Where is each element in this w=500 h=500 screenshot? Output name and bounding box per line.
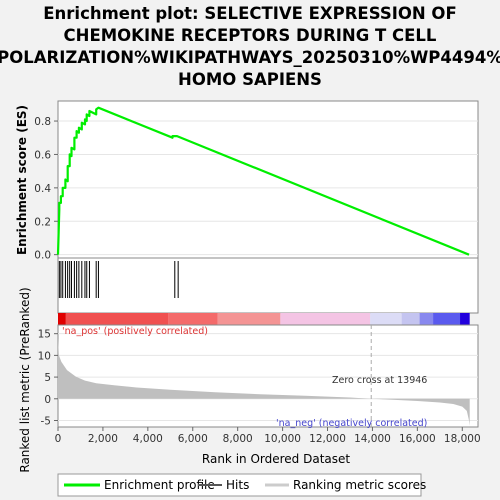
chart-title-line-2: CHEMOKINE RECEPTORS DURING T CELL [64,26,437,45]
x-axis-ticks: 0 2,000 4,000 6,000 8,000 10,000 12,000 14,000 1… [55,427,481,445]
metric-tick-label: -5 [41,415,51,427]
metric-tick-label: 5 [44,372,51,384]
x-tick-label: 16,000 [399,433,436,445]
metric-y-axis-label: Ranked list metric (PreRanked) [18,287,32,472]
es-tick-label: 0.2 [34,216,51,228]
x-tick-label: 18,000 [444,433,481,445]
x-axis-label: Rank in Ordered Dataset [202,452,350,466]
metric-y-ticks: -5 0 5 10 15 [38,329,58,427]
x-tick-label: 8,000 [223,433,253,445]
color-bar-segment [460,313,470,325]
es-tick-label: 0.6 [34,149,51,161]
color-bar-segment [168,313,218,325]
negative-correlation-label: 'na_neg' (negatively correlated) [276,418,427,429]
color-bar-segment [401,313,420,325]
metric-tick-label: 15 [38,329,51,341]
x-tick-label: 10,000 [264,433,301,445]
hits-panel-frame [57,257,479,314]
x-tick-label: 4,000 [133,433,163,445]
es-tick-label: 0.4 [34,183,51,195]
metric-panel-frame [57,324,479,428]
color-bar-segment [280,313,371,325]
hits-layer [58,261,179,298]
x-tick-label: 6,000 [178,433,208,445]
es-panel-frame [57,100,479,259]
legend-label: Enrichment profile [104,478,215,492]
color-bar-segment [58,313,66,325]
legend-label: Ranking metric scores [293,478,426,492]
rank-color-bar [58,313,470,325]
color-bar-segment [419,313,434,325]
chart-title-line-3: POLARIZATION%WIKIPATHWAYS_20250310%WP449… [0,48,500,67]
chart-title-line-4: HOMO SAPIENS [178,70,322,89]
enrichment-profile-line [56,106,470,256]
legend-label: Hits [226,478,249,492]
color-bar-segment [217,313,281,325]
es-y-axis-label: Enrichment score (ES) [15,105,29,255]
x-tick-label: 2,000 [88,433,118,445]
es-y-ticks: 0.0 0.2 0.4 0.6 0.8 [34,116,58,262]
chart-title-line-1: Enrichment plot: SELECTIVE EXPRESSION OF [43,4,456,23]
legend-box [57,473,422,497]
es-tick-label: 0.8 [34,116,51,128]
color-bar-segment [433,313,461,325]
positive-correlation-label: 'na_pos' (positively correlated) [62,326,208,337]
color-bar-segment [65,313,169,325]
es-line-layer [56,106,470,256]
legend: Enrichment profile Hits Ranking metric sco… [64,478,426,492]
zero-cross-label: Zero cross at 13946 [332,375,427,386]
metric-tick-label: 10 [38,350,51,362]
x-tick-label: 0 [55,433,62,445]
color-bar-segment [370,313,402,325]
es-tick-label: 0.0 [34,250,51,262]
es-gridlines [58,120,478,256]
metric-tick-label: 0 [44,394,51,406]
x-tick-label: 12,000 [309,433,346,445]
x-tick-label: 14,000 [354,433,391,445]
